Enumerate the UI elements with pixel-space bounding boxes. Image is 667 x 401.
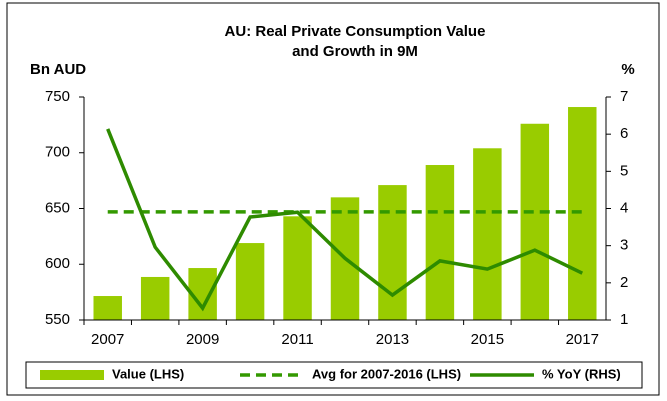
y-tick-label: 700 [45, 144, 70, 161]
bar [235, 243, 265, 320]
legend-label: Avg for 2007-2016 (LHS) [312, 366, 461, 381]
y2-tick-label: 5 [620, 162, 628, 179]
x-tick-label: 2015 [471, 331, 504, 348]
bar [283, 216, 312, 320]
chart-subtitle: and Growth in 9M [292, 43, 418, 60]
x-tick-label: 2009 [186, 331, 219, 348]
y2-tick-label: 3 [620, 237, 628, 254]
y-tick-label: 650 [45, 199, 70, 216]
x-tick-label: 2011 [281, 331, 313, 348]
x-tick-label: 2007 [91, 331, 124, 348]
legend-box [25, 361, 643, 389]
legend-label: Value (LHS) [112, 366, 184, 381]
x-tick-label: 2013 [376, 331, 409, 348]
legend-swatch [40, 370, 104, 380]
bar [378, 185, 407, 320]
line [106, 128, 584, 312]
bar [93, 296, 122, 320]
bar [425, 165, 455, 320]
y-tick-label: 750 [45, 88, 70, 105]
y2-tick-label: 7 [620, 88, 628, 105]
bar [473, 148, 502, 320]
bar [140, 276, 170, 320]
bar [520, 123, 550, 320]
x-tick-label: 2017 [566, 331, 599, 348]
legend-label: % YoY (RHS) [542, 366, 621, 381]
y2-axis-label: % [621, 61, 634, 78]
chart-title: AU: Real Private Consumption Value [225, 23, 486, 40]
y-tick-label: 550 [45, 311, 70, 328]
y-axis-label: Bn AUD [30, 61, 86, 78]
y2-tick-label: 6 [620, 125, 628, 142]
y-tick-label: 600 [45, 255, 70, 272]
y2-tick-label: 2 [620, 274, 628, 291]
y2-tick-label: 4 [620, 199, 628, 216]
y2-tick-label: 1 [620, 311, 628, 328]
